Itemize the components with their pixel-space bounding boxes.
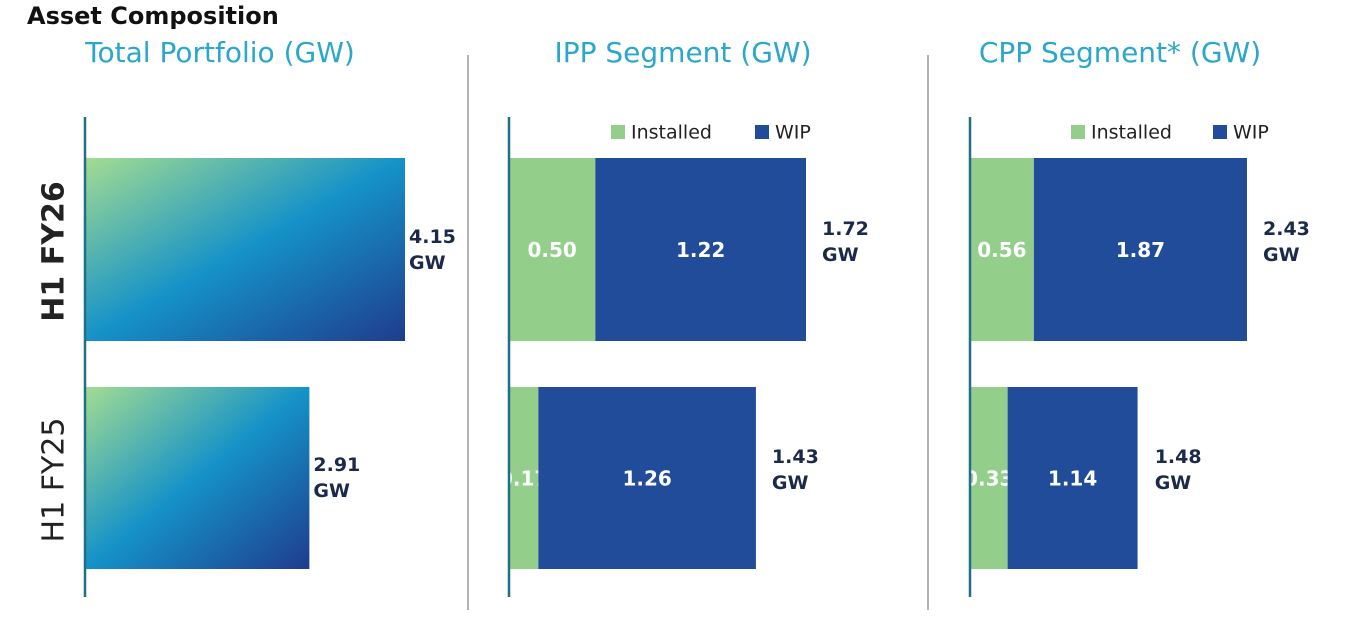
bar (85, 387, 310, 569)
value-label: 4.15 GW (409, 225, 456, 274)
bar-segment (970, 158, 1034, 341)
legend-swatch (1213, 125, 1227, 139)
value-label: 1.22 (676, 238, 725, 262)
category-label: H1 FY26 (37, 181, 72, 321)
bar (85, 158, 405, 341)
total-label: 1.72 GW (822, 217, 869, 266)
legend-label: WIP (775, 122, 811, 144)
value-label: 1.87 (1116, 238, 1165, 262)
panel-title: IPP Segment (GW) (554, 36, 812, 69)
value-label: 0.50 (527, 238, 576, 262)
value-label: 1.26 (622, 467, 671, 491)
category-label: H1 FY25 (37, 418, 72, 543)
page-title: Asset Composition (27, 2, 279, 30)
bar-segment (509, 158, 596, 341)
value-label: 0.33 (964, 467, 1013, 491)
total-label: 2.43 GW (1263, 217, 1310, 266)
bar-segment (595, 158, 806, 341)
value-label: 2.91 GW (313, 454, 361, 502)
legend-swatch (611, 125, 625, 139)
bar-segment (509, 387, 539, 569)
legend-label: Installed (1091, 122, 1172, 144)
legend-label: WIP (1233, 122, 1269, 144)
total-label: 1.48 GW (1154, 446, 1202, 494)
panel-title: CPP Segment* (GW) (978, 36, 1262, 69)
bar-segment (1007, 387, 1138, 569)
legend-label: Installed (631, 122, 712, 144)
legend-swatch (755, 125, 769, 139)
value-label: 1.14 (1048, 467, 1097, 491)
value-label: 0.56 (977, 238, 1026, 262)
panel-title: Total Portfolio (GW) (85, 36, 355, 69)
total-label: 1.43 GW (771, 446, 819, 494)
bar-segment (970, 387, 1008, 569)
legend-swatch (1071, 125, 1085, 139)
bar-segment (538, 387, 756, 569)
bar-segment (1033, 158, 1247, 341)
